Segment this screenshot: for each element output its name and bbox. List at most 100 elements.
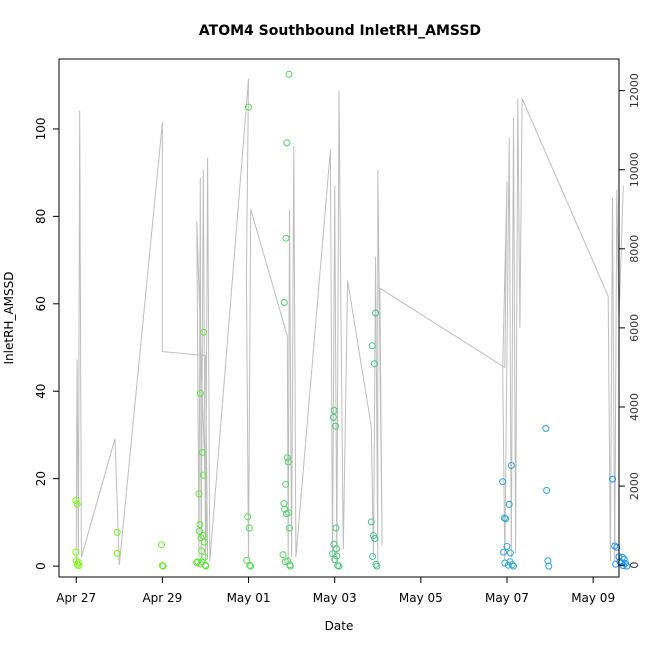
data-point — [245, 103, 252, 111]
data-point — [332, 545, 340, 553]
data-point — [285, 70, 293, 78]
data-point — [200, 538, 208, 546]
x-tick-label: May 03 — [313, 591, 357, 605]
data-point — [198, 448, 206, 456]
data-point — [202, 562, 210, 570]
data-point — [506, 549, 514, 557]
data-points-layer — [72, 70, 631, 570]
data-point — [368, 342, 376, 350]
data-point — [159, 562, 167, 570]
data-point — [332, 524, 340, 532]
data-point — [113, 528, 121, 536]
data-point — [75, 562, 83, 570]
data-point — [285, 509, 293, 517]
data-point — [370, 360, 378, 368]
data-point — [369, 553, 377, 560]
data-point — [72, 497, 80, 504]
data-point — [282, 234, 290, 242]
data-point — [280, 299, 288, 306]
data-point — [281, 505, 289, 513]
data-point — [245, 524, 253, 532]
data-point — [73, 500, 81, 508]
data-point — [623, 562, 631, 570]
data-point — [543, 486, 551, 494]
altitude-line-layer — [75, 78, 624, 566]
data-point — [280, 500, 288, 508]
data-point — [331, 556, 339, 563]
y-tick-label: 0 — [34, 562, 48, 570]
y-tick-label: 80 — [34, 209, 48, 224]
data-point — [74, 559, 82, 567]
data-point — [201, 553, 209, 561]
y2-tick-label: 4000 — [628, 393, 641, 421]
y2-tick-label: 0 — [628, 562, 641, 569]
data-point — [72, 548, 80, 556]
data-point — [500, 548, 508, 556]
data-point — [195, 490, 203, 498]
data-point — [508, 561, 516, 569]
data-point — [200, 328, 208, 336]
data-point — [609, 475, 616, 483]
chart-title: ATOM4 Southbound InletRH_AMSSD — [199, 23, 481, 39]
data-point — [332, 422, 340, 430]
x-tick-label: Apr 29 — [142, 591, 182, 605]
data-point — [501, 559, 509, 567]
data-point — [286, 562, 294, 570]
x-tick-label: May 01 — [227, 591, 271, 605]
data-point — [246, 561, 254, 569]
data-point — [244, 513, 252, 521]
data-point — [329, 413, 337, 421]
data-point — [198, 547, 206, 555]
altitude-line — [75, 78, 624, 566]
data-point — [282, 480, 290, 488]
data-point — [279, 551, 287, 559]
data-point — [613, 543, 621, 551]
x-tick-label: May 07 — [485, 591, 529, 605]
y2-tick-label: 6000 — [628, 314, 641, 342]
data-point — [620, 555, 628, 563]
data-point — [196, 389, 204, 397]
x-tick-label: May 09 — [571, 591, 615, 605]
data-point — [372, 309, 380, 317]
y2-tick-label: 10000 — [628, 152, 641, 187]
y2-axis: 0 2000 4000 6000 8000 10000 12000 — [618, 73, 641, 569]
data-point — [367, 518, 375, 526]
data-point — [507, 462, 515, 469]
data-point — [542, 424, 550, 432]
data-point — [199, 532, 207, 539]
data-point — [330, 407, 338, 414]
data-point — [499, 478, 507, 486]
data-point — [335, 562, 343, 570]
x-tick-label: May 05 — [399, 591, 443, 605]
y2-tick-label: 2000 — [628, 472, 641, 500]
y2-tick-label: 12000 — [628, 73, 641, 108]
data-point — [247, 562, 255, 570]
x-tick-label: Apr 27 — [56, 591, 96, 605]
y-tick-label: 40 — [34, 384, 48, 399]
data-point — [283, 139, 291, 147]
data-point — [504, 561, 512, 569]
data-point — [284, 458, 292, 466]
y-tick-label: 20 — [34, 471, 48, 486]
data-point — [371, 535, 379, 542]
data-point — [286, 524, 293, 532]
data-point — [196, 521, 204, 528]
data-point — [500, 514, 508, 522]
data-point — [505, 500, 513, 508]
data-point — [502, 515, 510, 523]
data-point — [195, 527, 203, 535]
x-axis: Apr 27 Apr 29 May 01 May 03 May 05 May 07 May … — [56, 576, 615, 605]
data-point — [199, 471, 207, 479]
data-point — [373, 562, 381, 570]
y2-tick-label: 8000 — [628, 235, 641, 263]
data-point — [283, 454, 291, 462]
x-axis-label: Date — [325, 619, 354, 633]
y-tick-label: 60 — [34, 296, 48, 311]
y-axis-label: InletRH_AMSSD — [2, 272, 16, 365]
data-point — [503, 542, 511, 550]
data-point — [545, 562, 553, 570]
data-point — [113, 549, 121, 557]
data-point — [333, 552, 341, 560]
y-axis: 0 20 40 60 80 100 — [34, 117, 60, 570]
